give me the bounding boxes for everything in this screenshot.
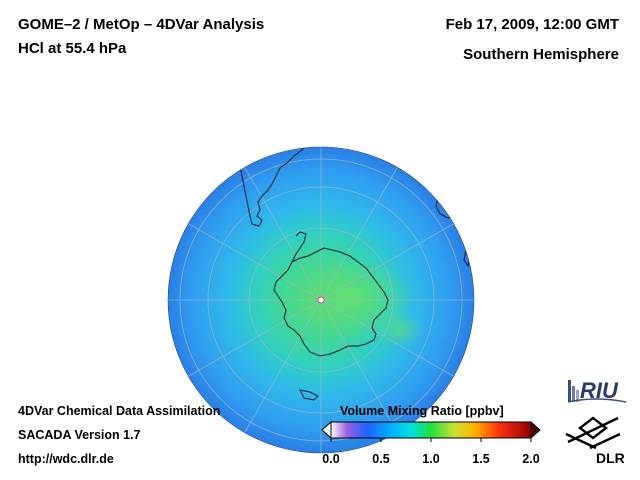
title-parameter: HCl at 55.4 hPa xyxy=(18,40,127,57)
south-pole-marker xyxy=(317,296,325,304)
footer-line-2: SACADA Version 1.7 xyxy=(18,428,141,442)
riu-logo-text: RIU xyxy=(580,378,619,403)
colorbar-tick: 0.0 xyxy=(322,452,340,466)
title-datetime: Feb 17, 2009, 12:00 GMT xyxy=(445,16,619,33)
colorbar xyxy=(321,420,541,442)
antarctica-coast xyxy=(273,231,389,357)
title-instrument: GOME–2 / MetOp – 4DVar Analysis xyxy=(18,16,265,33)
riu-logo: RIU xyxy=(567,378,627,403)
title-region: Southern Hemisphere xyxy=(463,46,619,63)
colorbar-tick: 1.0 xyxy=(422,452,440,466)
colorbar-max-arrow xyxy=(530,420,541,440)
south-america-coast xyxy=(217,147,307,227)
colorbar-title: Volume Mixing Ratio [ppbv] xyxy=(340,404,504,418)
footer-line-1: 4DVar Chemical Data Assimilation xyxy=(18,404,221,418)
globe-rim xyxy=(167,146,475,454)
colorbar-tick: 2.0 xyxy=(522,452,540,466)
colorbar-ramp xyxy=(330,421,532,439)
colorbar-tick: 0.5 xyxy=(372,452,390,466)
graticule xyxy=(168,147,474,453)
colorbar-tick: 1.5 xyxy=(472,452,490,466)
dlr-logo-text: DLR xyxy=(596,450,624,466)
dlr-logo: DLR xyxy=(565,416,624,466)
island-coast-south xyxy=(299,389,319,401)
footer-url-link[interactable]: http://wdc.dlr.de xyxy=(18,452,114,466)
